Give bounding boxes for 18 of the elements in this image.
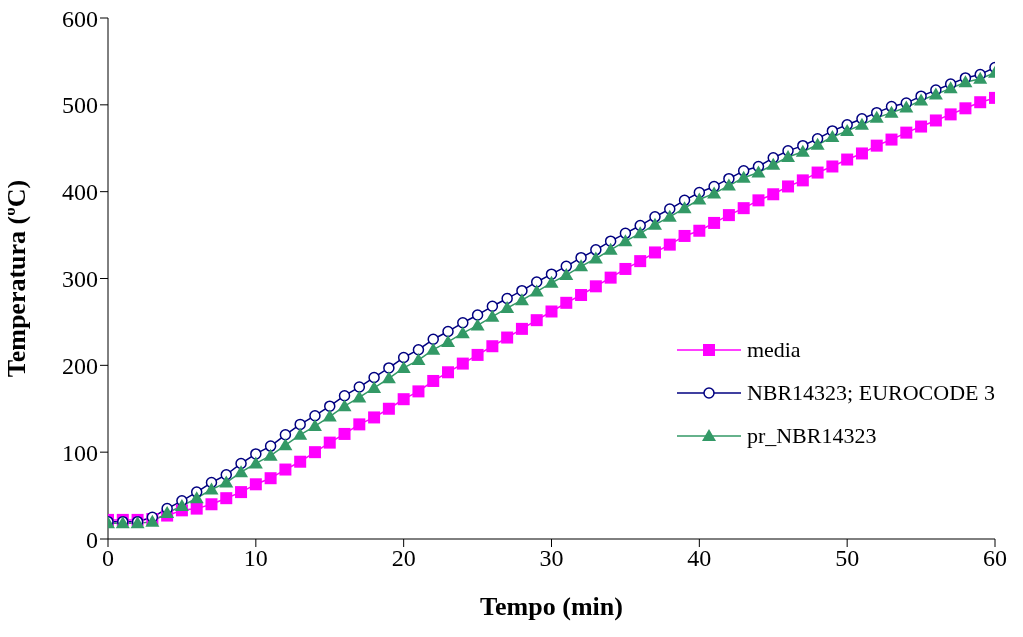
y-tick-label: 400 (62, 179, 98, 206)
x-tick-label: 10 (243, 545, 268, 572)
x-tick-label: 40 (687, 545, 712, 572)
legend-label: media (746, 336, 801, 363)
x-tick-label: 20 (391, 545, 416, 572)
legend-label: pr_NBR14323 (746, 422, 877, 449)
y-axis-title: Temperatura (ºC) (2, 179, 32, 378)
y-tick-label: 0 (86, 526, 98, 553)
y-tick-label: 600 (62, 5, 98, 32)
x-tick-label: 60 (983, 545, 1007, 572)
y-tick-label: 200 (62, 352, 98, 379)
x-tick-label: 50 (835, 545, 860, 572)
y-tick-label: 300 (62, 266, 98, 293)
x-tick-label: 30 (539, 545, 564, 572)
legend-label: NBR14323; EUROCODE 3 (746, 379, 995, 406)
y-tick-label: 100 (62, 439, 98, 466)
x-axis-title: Tempo (min) (480, 592, 623, 621)
y-tick-label: 500 (62, 92, 98, 119)
